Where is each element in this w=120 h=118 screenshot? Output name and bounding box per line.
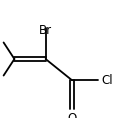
Text: Br: Br [39, 24, 52, 37]
Text: Cl: Cl [101, 74, 113, 87]
Text: O: O [67, 112, 77, 118]
